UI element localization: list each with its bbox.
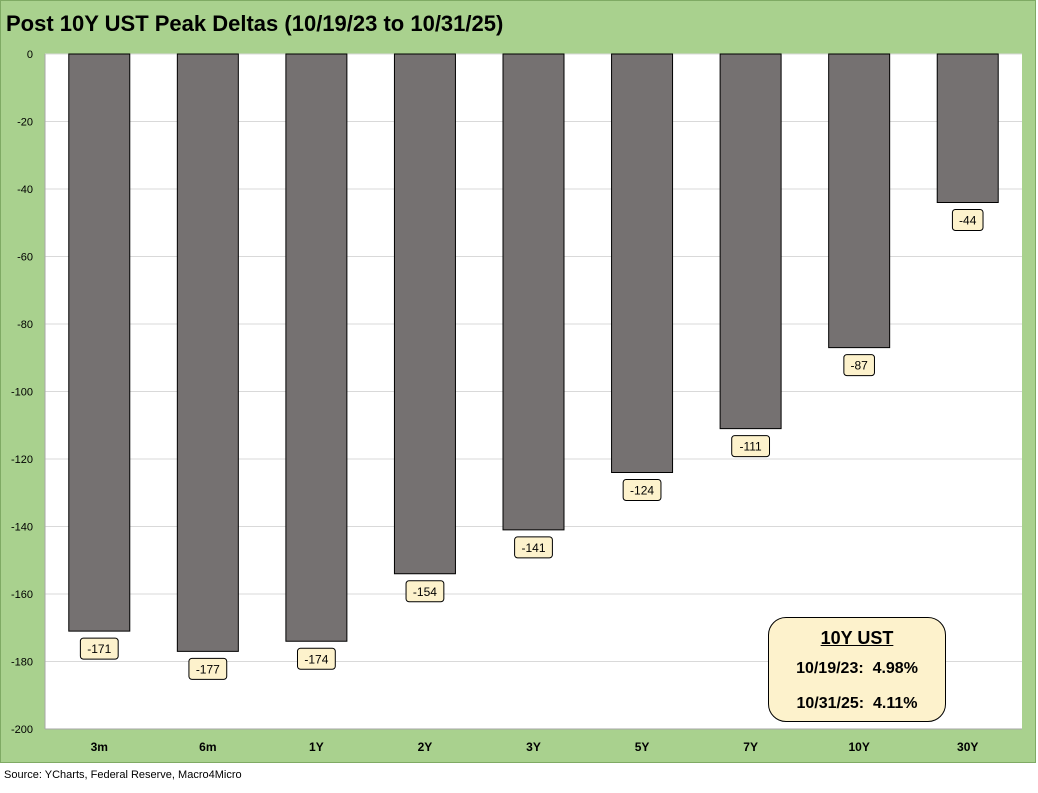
bar bbox=[719, 53, 782, 430]
data-label: -171 bbox=[87, 642, 111, 656]
bar bbox=[828, 53, 891, 349]
x-tick-label: 30Y bbox=[957, 740, 978, 754]
data-label: -87 bbox=[850, 359, 868, 373]
data-label-box bbox=[514, 536, 553, 559]
y-tick-label: -140 bbox=[11, 522, 33, 534]
bar bbox=[936, 53, 999, 203]
y-tick-label: -180 bbox=[11, 657, 33, 669]
y-tick-label: -60 bbox=[17, 252, 33, 264]
data-label: -154 bbox=[413, 585, 437, 599]
chart-title: Post 10Y UST Peak Deltas (10/19/23 to 10… bbox=[6, 11, 504, 36]
bar bbox=[285, 53, 348, 642]
bar-chart: 0 -20 -40 -60 -80 -100 -120 -140 -160 -180 -200 -17… bbox=[11, 49, 1022, 754]
y-tick-label: -200 bbox=[11, 724, 33, 736]
y-tick-label: -160 bbox=[11, 589, 33, 601]
data-label-box bbox=[79, 637, 119, 660]
bar bbox=[611, 53, 674, 473]
x-tick-label: 6m bbox=[199, 740, 216, 754]
title-bar: Post 10Y UST Peak Deltas (10/19/23 to 10… bbox=[1, 1, 1035, 51]
y-tick-label: -80 bbox=[17, 319, 33, 331]
data-label: -174 bbox=[304, 652, 328, 666]
data-label: -44 bbox=[959, 214, 977, 228]
x-tick-label: 3m bbox=[91, 740, 108, 754]
callout-line-start: 10/19/23: 4.98% bbox=[796, 660, 918, 677]
bar bbox=[176, 53, 239, 652]
callout-title: 10Y UST bbox=[820, 628, 894, 648]
data-label: -111 bbox=[739, 440, 762, 454]
y-tick-label: -120 bbox=[11, 454, 33, 466]
data-label-box bbox=[188, 657, 228, 680]
x-tick-label: 2Y bbox=[418, 740, 433, 754]
y-tick-label: 0 bbox=[27, 49, 33, 61]
x-tick-label: 10Y bbox=[848, 740, 869, 754]
ust-callout-box: 10Y UST 10/19/23: 4.98% 10/31/25: 4.11% bbox=[768, 617, 946, 722]
data-label-box bbox=[843, 354, 875, 377]
bar bbox=[502, 53, 565, 531]
data-label: -141 bbox=[521, 541, 545, 555]
data-label: -124 bbox=[630, 484, 654, 498]
data-label-box bbox=[951, 209, 984, 231]
data-label-box bbox=[296, 647, 336, 670]
y-tick-label: -20 bbox=[17, 117, 33, 129]
data-label: -177 bbox=[196, 662, 220, 676]
data-label-box bbox=[731, 435, 771, 458]
source-note: Source: YCharts, Federal Reserve, Macro4… bbox=[4, 769, 242, 781]
bar bbox=[393, 53, 456, 575]
bar bbox=[68, 53, 131, 632]
x-tick-label: 3Y bbox=[526, 740, 541, 754]
x-tick-label: 5Y bbox=[635, 740, 650, 754]
y-tick-label: -40 bbox=[17, 184, 33, 196]
x-tick-label: 1Y bbox=[309, 740, 324, 754]
x-tick-label: 7Y bbox=[743, 740, 758, 754]
y-tick-label: -100 bbox=[11, 387, 33, 399]
callout-line-end: 10/31/25: 4.11% bbox=[796, 695, 918, 712]
data-label-box bbox=[405, 580, 445, 603]
data-label-box bbox=[622, 479, 662, 501]
